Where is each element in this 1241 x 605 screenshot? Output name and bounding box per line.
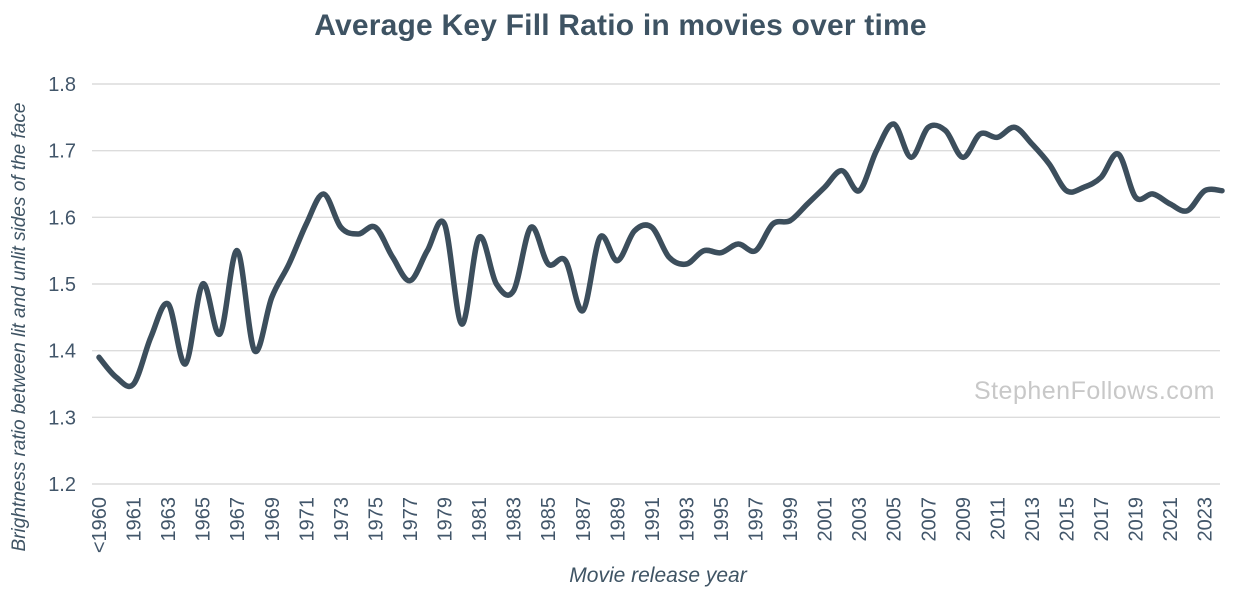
x-tick-label: 1999	[780, 497, 802, 542]
x-tick-label: 2013	[1022, 497, 1044, 542]
x-tick-label: 2023	[1195, 497, 1217, 542]
x-tick-label: 1967	[227, 497, 249, 542]
x-tick-label: 1977	[400, 497, 422, 542]
x-tick-label: 1983	[504, 497, 526, 542]
x-tick-label: 2001	[815, 497, 837, 542]
x-tick-label: <1960	[89, 497, 111, 553]
chart-title: Average Key Fill Ratio in movies over ti…	[314, 9, 927, 42]
x-tick-label: 1997	[746, 497, 768, 542]
x-tick-label: 2011	[987, 497, 1009, 540]
x-tick-label: 2021	[1160, 497, 1182, 542]
x-tick-label: 1975	[365, 497, 387, 542]
x-tick-label: 1961	[124, 497, 146, 542]
x-tick-label: 2015	[1057, 497, 1079, 542]
x-tick-label: 2017	[1091, 497, 1113, 542]
x-tick-label: 1987	[573, 497, 595, 542]
y-tick-label: 1.7	[48, 141, 76, 163]
x-tick-label: 1985	[538, 497, 560, 542]
x-tick-label: 2019	[1126, 497, 1148, 542]
x-tick-label: 2003	[849, 497, 871, 542]
x-tick-label: 2009	[953, 497, 975, 542]
y-tick-label: 1.4	[48, 341, 76, 363]
x-axis-title: Movie release year	[569, 564, 747, 587]
y-tick-label: 1.3	[48, 407, 76, 429]
y-tick-label: 1.8	[48, 74, 76, 96]
x-tick-label: 1973	[331, 497, 353, 542]
watermark: StephenFollows.com	[973, 377, 1215, 405]
x-tick-label: 1979	[435, 497, 457, 542]
x-tick-label: 1963	[158, 497, 180, 542]
x-tick-label: 1995	[711, 497, 733, 542]
x-tick-label: 2005	[884, 497, 906, 542]
y-tick-label: 1.6	[48, 207, 76, 229]
x-tick-label: 1989	[607, 497, 629, 542]
x-tick-label: 1965	[193, 497, 215, 542]
y-tick-label: 1.2	[48, 474, 76, 496]
x-tick-label: 1991	[642, 497, 664, 542]
x-tick-label: 1993	[676, 497, 698, 542]
x-tick-label: 2007	[918, 497, 940, 542]
series-line	[96, 121, 1225, 390]
x-tick-label: 1981	[469, 497, 491, 542]
y-tick-label: 1.5	[48, 274, 76, 296]
x-tick-label: 1969	[262, 497, 284, 542]
x-tick-label: 1971	[296, 497, 318, 542]
